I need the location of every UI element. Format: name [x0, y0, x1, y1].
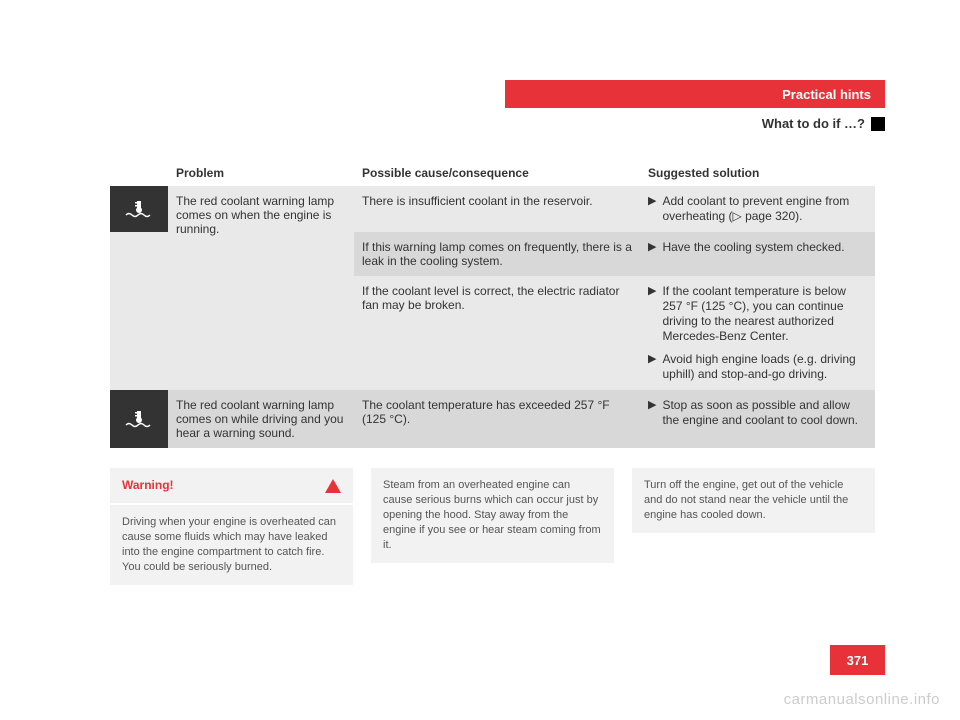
watermark: carmanualsonline.info	[784, 691, 940, 708]
cause-cell: The coolant temperature has exceeded 257…	[354, 390, 640, 448]
solution-cell: ▶ Have the cooling system checked.	[640, 232, 875, 276]
table-row: The red coolant warning lamp comes on wh…	[110, 186, 875, 232]
warning-header: Warning!	[110, 468, 353, 503]
solution-cell: ▶ Stop as soon as possible and allow the…	[640, 390, 875, 448]
th-problem: Problem	[168, 160, 354, 186]
solution-text: If the coolant temperature is below 257 …	[662, 284, 867, 344]
table-row: The red coolant warning lamp comes on wh…	[110, 390, 875, 448]
troubleshooting-table: Problem Possible cause/consequence Sugge…	[110, 160, 875, 448]
note-text: Steam from an overheated engine can caus…	[371, 468, 614, 563]
subsection-header: What to do if …?	[762, 116, 885, 131]
th-cause: Possible cause/consequence	[354, 160, 640, 186]
problem-cell: The red coolant warning lamp comes on wh…	[168, 186, 354, 390]
bullet-icon: ▶	[648, 284, 656, 299]
solution-text: Avoid high engine loads (e.g. driving up…	[662, 352, 867, 382]
warning-box: Warning! Driving when your engine is ove…	[110, 468, 353, 585]
section-header: Practical hints	[505, 80, 885, 108]
subsection-title: What to do if …?	[762, 116, 865, 131]
cause-cell: If this warning lamp comes on frequently…	[354, 232, 640, 276]
notes-row: Warning! Driving when your engine is ove…	[110, 468, 875, 585]
solution-cell: ▶ Add coolant to prevent engine from ove…	[640, 186, 875, 232]
bullet-icon: ▶	[648, 240, 656, 255]
coolant-warning-icon	[110, 186, 168, 232]
note-text: Turn off the engine, get out of the vehi…	[632, 468, 875, 533]
page-number: 371	[830, 645, 885, 675]
bullet-icon: ▶	[648, 194, 656, 209]
note-box: Turn off the engine, get out of the vehi…	[632, 468, 875, 585]
warning-title: Warning!	[122, 478, 174, 493]
solution-text: Have the cooling system checked.	[662, 240, 867, 255]
main-content: Problem Possible cause/consequence Sugge…	[110, 160, 875, 585]
problem-cell: The red coolant warning lamp comes on wh…	[168, 390, 354, 448]
th-solution: Suggested solution	[640, 160, 875, 186]
cause-cell: If the coolant level is correct, the ele…	[354, 276, 640, 390]
section-title: Practical hints	[782, 87, 871, 102]
solution-cell: ▶ If the coolant temperature is below 25…	[640, 276, 875, 390]
solution-text: Add coolant to prevent engine from overh…	[662, 194, 867, 224]
note-box: Steam from an overheated engine can caus…	[371, 468, 614, 585]
bullet-icon: ▶	[648, 398, 656, 413]
coolant-warning-icon	[110, 390, 168, 448]
solution-text: Stop as soon as possible and allow the e…	[662, 398, 867, 428]
bullet-icon: ▶	[648, 352, 656, 367]
table-header-row: Problem Possible cause/consequence Sugge…	[110, 160, 875, 186]
warning-body: Driving when your engine is overheated c…	[110, 505, 353, 585]
cause-cell: There is insufficient coolant in the res…	[354, 186, 640, 232]
subsection-marker	[871, 117, 885, 131]
warning-triangle-icon	[325, 479, 341, 493]
